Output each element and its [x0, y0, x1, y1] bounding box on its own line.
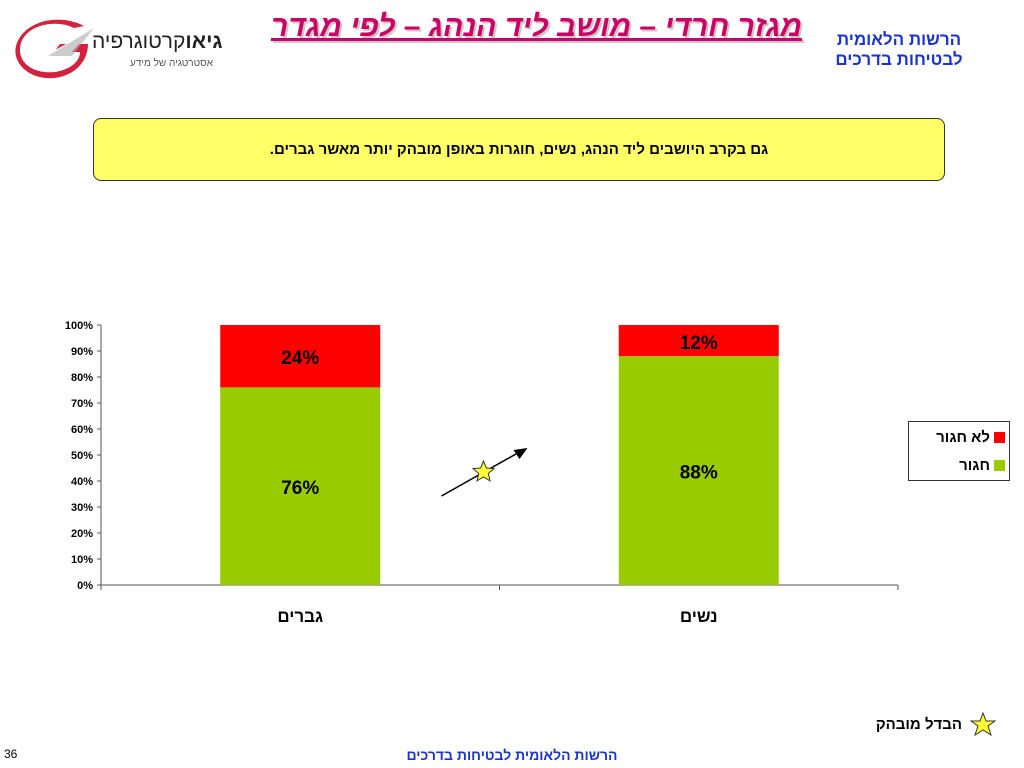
data-label: 12%: [680, 333, 718, 354]
y-tick-label: 30%: [71, 502, 93, 514]
y-tick-label: 20%: [71, 528, 93, 540]
legend-label-not-belted: לא חגור: [936, 428, 990, 446]
data-label: 24%: [281, 348, 319, 369]
y-tick-label: 10%: [71, 554, 93, 566]
x-tick-label: נשים: [680, 607, 718, 626]
data-label: 88%: [680, 463, 718, 484]
y-tick-label: 70%: [71, 398, 93, 410]
y-tick-label: 90%: [71, 346, 93, 358]
page-number: 36: [4, 747, 18, 761]
star-icon: [970, 712, 996, 736]
org-name: הרשות הלאומית לבטיחות בדרכים: [835, 30, 963, 69]
brand-bold: גיאו: [185, 30, 223, 53]
legend-swatch-belted: [994, 459, 1005, 471]
finding-callout: גם בקרב היושבים ליד הנהג, נשים, חוגרות ב…: [93, 118, 945, 181]
legend-item-not-belted: לא חגור: [909, 422, 1009, 450]
y-tick-label: 40%: [71, 476, 93, 488]
footer-org: הרשות הלאומית לבטיחות בדרכים: [406, 747, 618, 763]
significance-star-icon: [471, 459, 496, 482]
y-tick-label: 60%: [71, 424, 93, 436]
significance-label: הבדל מובהק: [875, 715, 962, 733]
brand-name: גיאוקרטוגרפיה: [92, 30, 222, 54]
company-logo: [14, 16, 234, 80]
legend-item-belted: חגור: [909, 450, 1009, 478]
significance-note: הבדל מובהק: [876, 712, 996, 736]
brand-tagline: אסטרטגיה של מידע: [130, 58, 213, 69]
y-tick-label: 50%: [71, 450, 93, 462]
y-tick-label: 0%: [77, 580, 93, 592]
brand-rest: קרטוגרפיה: [92, 30, 186, 53]
finding-text: גם בקרב היושבים ליד הנהג, נשים, חוגרות ב…: [269, 141, 769, 158]
y-tick-label: 80%: [71, 372, 93, 384]
bar-segment: [220, 325, 381, 388]
logo-swoosh-icon: [15, 19, 94, 79]
bar-segment: [618, 356, 779, 585]
legend-label-belted: חגור: [959, 456, 990, 474]
arrow-head: [513, 448, 528, 459]
y-tick-label: 100%: [65, 320, 93, 332]
x-tick-label: גברים: [277, 607, 323, 626]
legend-swatch-not-belted: [994, 431, 1005, 443]
chart-legend: לא חגור חגור: [908, 421, 1010, 481]
bar-segment: [618, 325, 779, 357]
bar-segment: [220, 387, 381, 585]
data-label: 76%: [281, 478, 319, 499]
page-title: מגזר חרדי – מושב ליד הנהג – לפי מגדר: [270, 10, 802, 43]
